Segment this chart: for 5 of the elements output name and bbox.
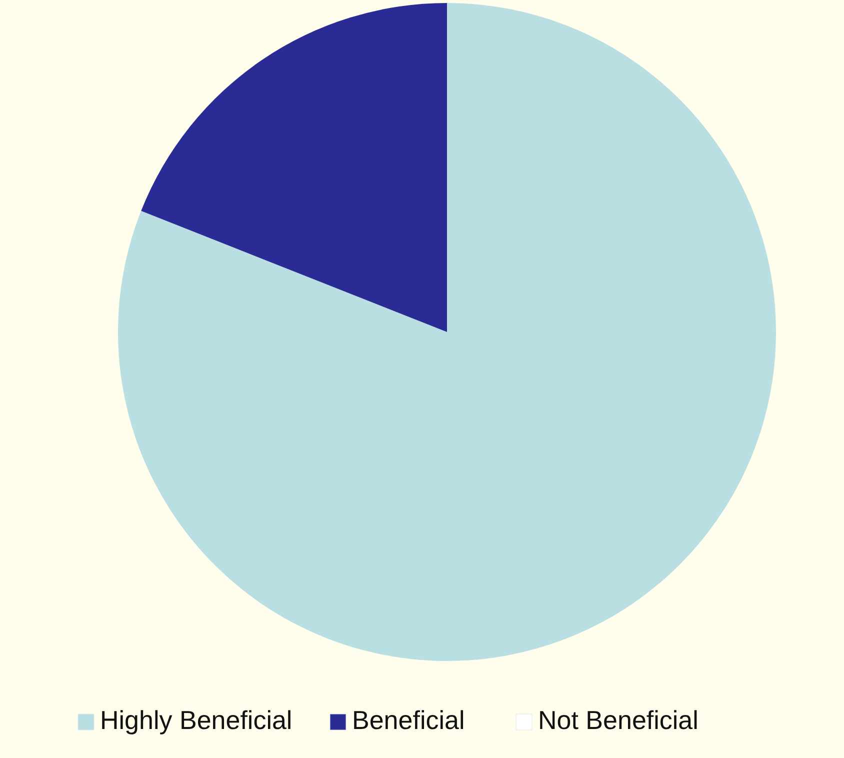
- pie-slice: [141, 3, 447, 332]
- legend-label: Not Beneficial: [538, 705, 698, 735]
- pie-slice: [118, 3, 776, 661]
- legend-label: Beneficial: [352, 705, 465, 735]
- legend-label: Highly Beneficial: [100, 705, 292, 735]
